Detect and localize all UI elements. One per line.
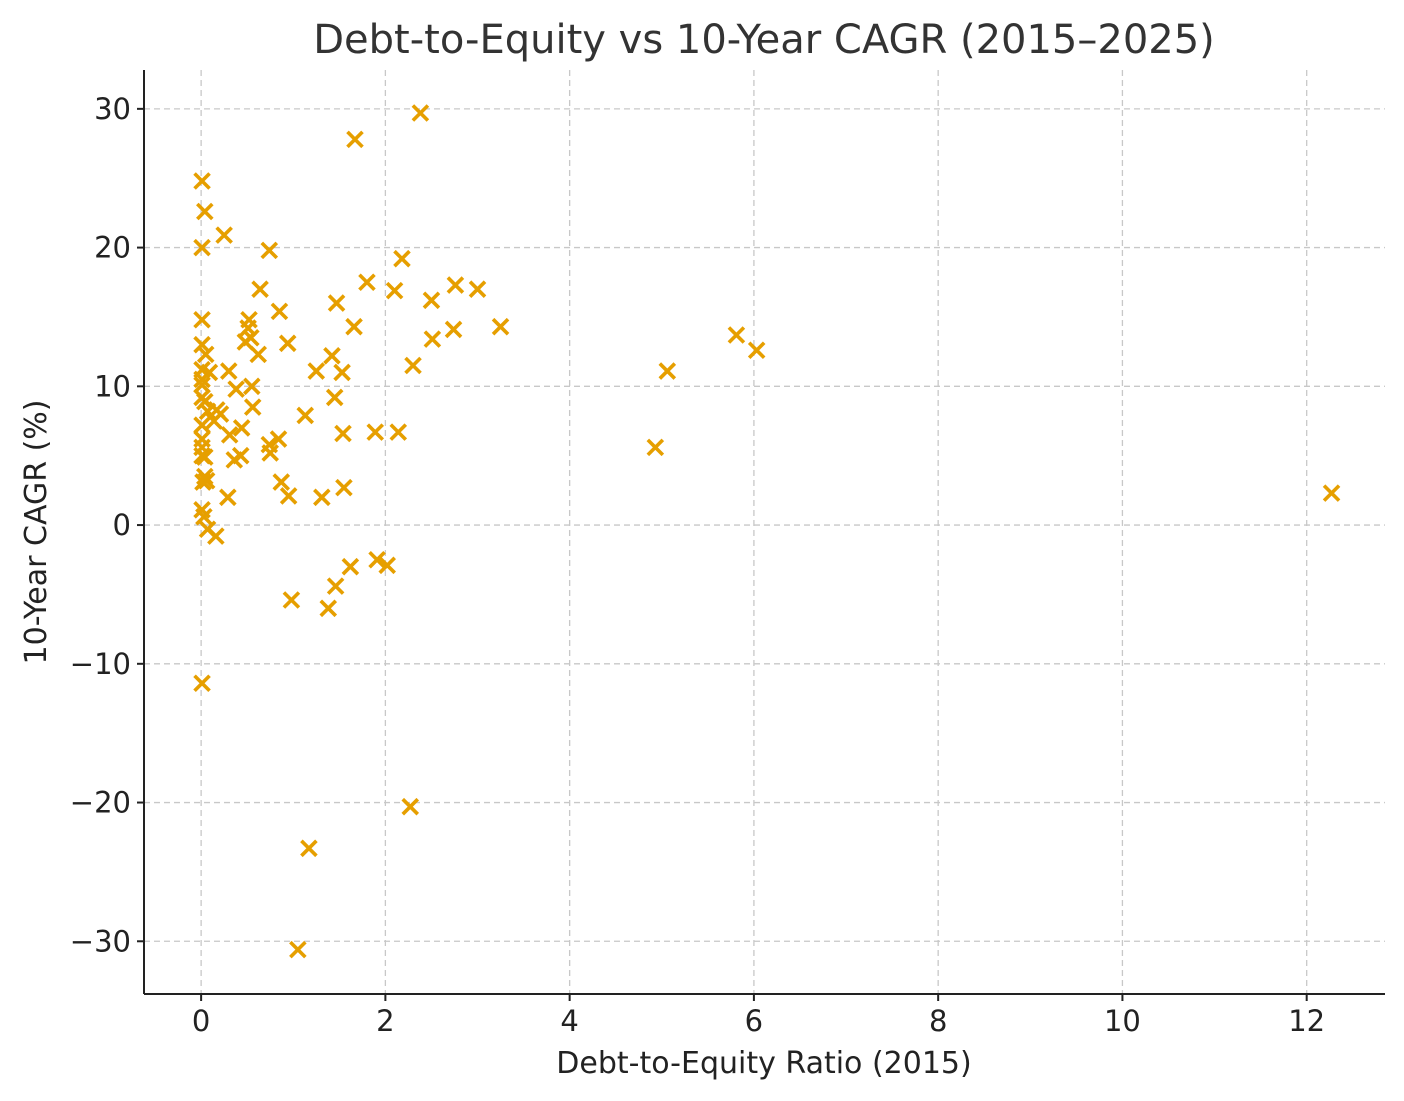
data-point (727, 326, 746, 344)
data-point (282, 591, 301, 609)
data-point (747, 341, 766, 360)
data-point (193, 238, 211, 257)
y-tick-label: 10 (94, 369, 131, 403)
x-ticks: 0 2 4 6 8 10 12 (192, 994, 1325, 1038)
data-point (195, 507, 213, 526)
x-tick-label: 12 (1288, 1004, 1325, 1038)
data-point (196, 202, 214, 221)
data-point (368, 550, 386, 569)
data-point (327, 294, 346, 312)
data-point (346, 130, 364, 149)
data-point (205, 412, 223, 430)
y-tick-label: −30 (70, 924, 131, 958)
data-point (401, 797, 420, 816)
data-point (378, 556, 396, 575)
data-point (411, 104, 430, 122)
data-point (193, 416, 211, 434)
data-point (270, 302, 289, 321)
data-point (385, 281, 404, 300)
y-axis-label: 10-Year CAGR (%) (19, 400, 54, 665)
data-point (227, 380, 245, 398)
data-point (300, 839, 318, 858)
data-point (260, 241, 279, 260)
x-axis-label: Debt-to-Equity Ratio (2015) (556, 1046, 971, 1081)
x-tick-label: 2 (376, 1004, 394, 1038)
x-tick-label: 4 (560, 1004, 578, 1038)
data-point (242, 328, 260, 347)
data-point (296, 406, 315, 425)
x-tick-label: 6 (745, 1004, 763, 1038)
y-tick-label: −10 (70, 647, 131, 681)
data-point (307, 362, 326, 380)
data-point (220, 426, 239, 444)
data-point (404, 356, 422, 375)
data-point (313, 488, 331, 507)
data-point (215, 226, 233, 244)
data-point (446, 276, 465, 294)
data-point (240, 310, 258, 329)
axes (143, 70, 1385, 995)
data-point (193, 674, 211, 692)
chart-title: Debt-to-Equity vs 10-Year CAGR (2015–202… (313, 17, 1215, 63)
data-point (278, 334, 297, 353)
x-tick-label: 10 (1104, 1004, 1141, 1038)
data-point (325, 388, 344, 407)
x-tick-label: 8 (929, 1004, 947, 1038)
data-point (646, 438, 665, 457)
y-tick-label: 30 (94, 92, 131, 126)
data-point (658, 362, 677, 380)
y-tick-label: 20 (94, 231, 131, 265)
data-point (193, 370, 211, 389)
data-point (389, 423, 408, 441)
data-point (289, 940, 307, 959)
data-point (219, 362, 238, 380)
data-point (334, 424, 352, 443)
data-point (335, 478, 353, 497)
data-point (358, 273, 376, 292)
data-point (1322, 484, 1341, 502)
data-point (261, 444, 279, 462)
data-point (468, 280, 487, 298)
y-tick-label: −20 (70, 786, 131, 820)
data-point (196, 448, 214, 466)
data-point (323, 347, 341, 365)
data-point (196, 345, 215, 364)
data-point (193, 172, 211, 190)
data-point (193, 335, 211, 354)
data-point (279, 487, 298, 505)
data-point (333, 363, 351, 382)
data-point (422, 291, 441, 310)
x-tick-label: 0 (192, 1004, 210, 1038)
data-point (207, 527, 225, 545)
data-point (232, 419, 251, 437)
data-point (444, 320, 463, 339)
data-point (272, 473, 291, 491)
data-points (193, 104, 1341, 959)
data-point (393, 249, 411, 268)
data-point (366, 423, 385, 441)
data-point (319, 599, 338, 618)
y-tick-label: 0 (113, 508, 131, 542)
data-point (249, 345, 268, 364)
data-point (194, 473, 212, 491)
data-point (341, 557, 360, 576)
data-point (193, 310, 211, 329)
data-point (423, 330, 442, 348)
data-point (243, 398, 262, 416)
data-point (219, 488, 237, 507)
data-point (326, 577, 345, 595)
grid-lines (144, 70, 1385, 994)
data-point (491, 317, 510, 336)
data-point (243, 377, 261, 396)
data-point (345, 317, 363, 336)
data-point (269, 430, 288, 448)
y-ticks: −30 −20 −10 0 10 20 30 (70, 92, 144, 958)
data-point (231, 446, 250, 465)
data-point (251, 280, 269, 298)
